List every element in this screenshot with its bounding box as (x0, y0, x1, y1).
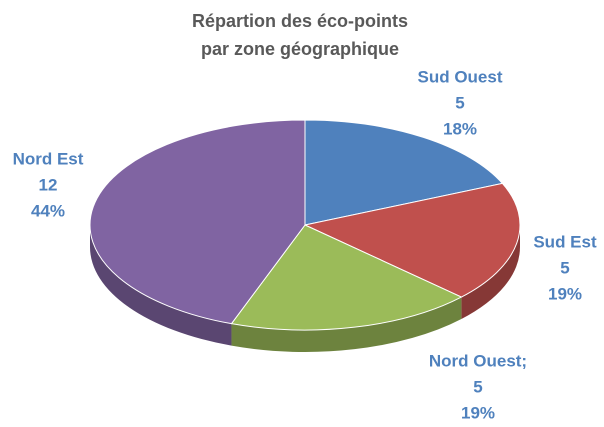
chart-title: par zone géographique (201, 39, 399, 59)
slice-label: Sud Est (533, 232, 597, 251)
slice-label: Nord Ouest; (429, 351, 527, 370)
pie-slice (304, 119, 504, 226)
slice-percent: 44% (31, 201, 65, 220)
pie-sides (90, 225, 520, 352)
slice-value: 5 (455, 93, 464, 112)
pie-slice (230, 224, 463, 331)
slice-value: 12 (39, 175, 58, 194)
slice-percent: 19% (548, 284, 582, 303)
pie-side (231, 297, 462, 352)
slice-label: Sud Ouest (417, 67, 502, 86)
pie-slice (89, 119, 306, 325)
slice-percent: 19% (461, 403, 495, 422)
slice-value: 5 (473, 377, 482, 396)
pie-slice (303, 182, 521, 298)
chart-title: Répartion des éco-points (192, 11, 408, 31)
slice-label: Nord Est (13, 149, 84, 168)
slice-percent: 18% (443, 119, 477, 138)
pie-side (90, 225, 232, 346)
slice-value: 5 (560, 258, 569, 277)
pie-side (461, 225, 520, 320)
pie-tops (89, 119, 521, 331)
